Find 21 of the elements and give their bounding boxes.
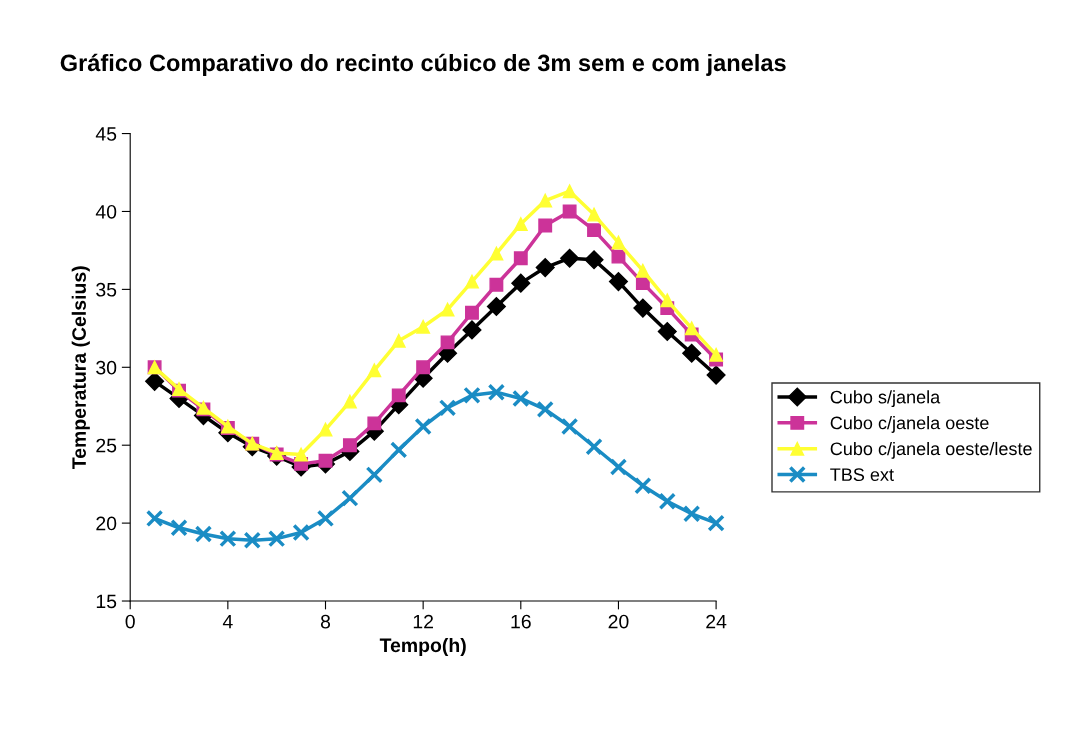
- x-tick-label: 0: [125, 614, 135, 629]
- x-tick-label: 24: [706, 614, 727, 629]
- y-tick-label: 45: [95, 127, 117, 141]
- y-tick-label: 25: [96, 438, 117, 453]
- y-tick-label: 30: [96, 360, 117, 375]
- legend-label: Cubo c/janela oeste/leste: [830, 441, 1032, 459]
- x-tick-label: 20: [608, 614, 629, 629]
- legend-label: TBS ext: [830, 468, 894, 482]
- legend-label: Cubo c/janela oeste: [830, 416, 989, 433]
- y-tick-label: 35: [96, 282, 117, 297]
- legend-label: Cubo s/janela: [830, 390, 941, 408]
- y-tick-label: 40: [95, 204, 117, 219]
- y-axis-title: Temperatura (Celsius): [71, 266, 90, 469]
- chart-title: Gráfico Comparativo do recinto cúbico de 3m sem e com janelas: [60, 53, 786, 76]
- x-tick-label: 16: [511, 614, 531, 629]
- y-tick-label: 20: [96, 516, 117, 531]
- y-tick-label: 15: [96, 594, 117, 609]
- x-tick-label: 4: [222, 614, 233, 629]
- x-tick-label: 8: [320, 614, 331, 629]
- x-axis-title: Tempo(h): [379, 637, 466, 657]
- x-tick-label: 12: [413, 614, 433, 629]
